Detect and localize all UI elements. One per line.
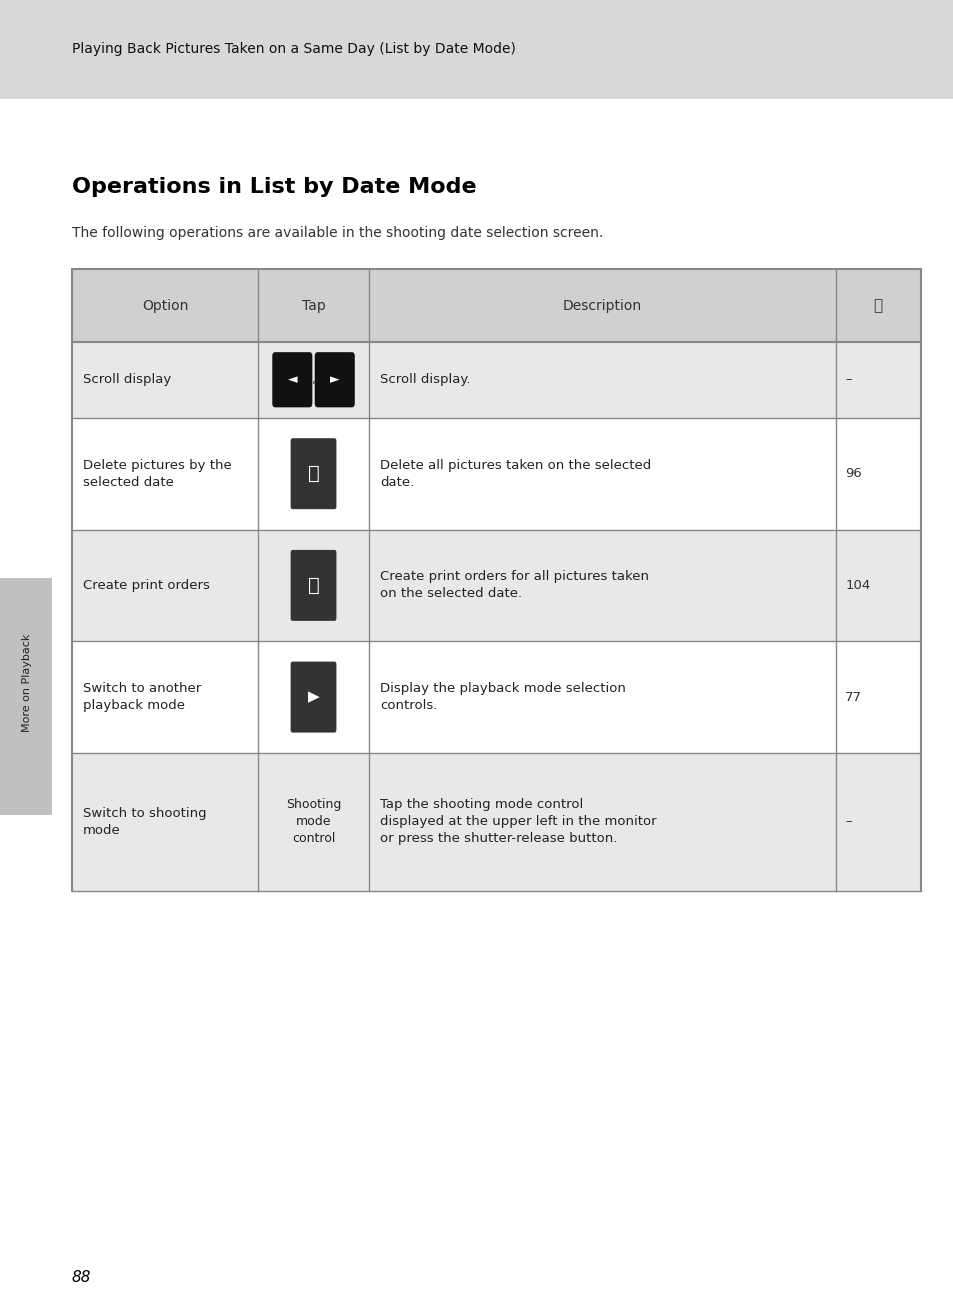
Text: –: – — [844, 373, 851, 386]
Text: 88: 88 — [71, 1271, 91, 1285]
Text: Delete all pictures taken on the selected
date.: Delete all pictures taken on the selecte… — [379, 459, 651, 489]
Text: Operations in List by Date Mode: Operations in List by Date Mode — [71, 177, 476, 197]
Text: More on Playback: More on Playback — [22, 635, 31, 732]
Text: 96: 96 — [844, 468, 862, 480]
Text: ,: , — [312, 373, 315, 386]
Text: Tap: Tap — [301, 298, 325, 313]
Bar — [0, 578, 52, 815]
Text: Switch to another
playback mode: Switch to another playback mode — [83, 682, 201, 712]
Text: 📖: 📖 — [873, 298, 882, 313]
Text: ▶: ▶ — [307, 690, 319, 704]
Text: The following operations are available in the shooting date selection screen.: The following operations are available i… — [71, 226, 602, 240]
Bar — [71, 530, 920, 641]
Text: Playing Back Pictures Taken on a Same Day (List by Date Mode): Playing Back Pictures Taken on a Same Da… — [71, 42, 515, 57]
Text: Scroll display.: Scroll display. — [379, 373, 470, 386]
Text: Description: Description — [562, 298, 641, 313]
Text: ◄: ◄ — [287, 373, 296, 386]
Text: Option: Option — [142, 298, 188, 313]
FancyBboxPatch shape — [291, 549, 336, 622]
Text: ►: ► — [330, 373, 339, 386]
Bar — [71, 753, 920, 891]
Bar — [71, 641, 920, 753]
Text: Create print orders: Create print orders — [83, 579, 210, 591]
Text: Display the playback mode selection
controls.: Display the playback mode selection cont… — [379, 682, 625, 712]
FancyBboxPatch shape — [272, 352, 312, 407]
Text: 🖨: 🖨 — [307, 576, 319, 595]
FancyBboxPatch shape — [291, 662, 336, 733]
Text: Delete pictures by the
selected date: Delete pictures by the selected date — [83, 459, 232, 489]
Text: 77: 77 — [844, 691, 862, 703]
Text: 104: 104 — [844, 579, 869, 591]
Text: Scroll display: Scroll display — [83, 373, 172, 386]
FancyBboxPatch shape — [314, 352, 355, 407]
Text: Create print orders for all pictures taken
on the selected date.: Create print orders for all pictures tak… — [379, 570, 648, 600]
Text: Switch to shooting
mode: Switch to shooting mode — [83, 807, 207, 837]
Bar — [71, 342, 920, 418]
Text: Tap the shooting mode control
displayed at the upper left in the monitor
or pres: Tap the shooting mode control displayed … — [379, 799, 656, 845]
Bar — [71, 418, 920, 530]
Text: –: – — [844, 816, 851, 828]
Text: Shooting
mode
control: Shooting mode control — [286, 799, 341, 845]
Bar — [71, 269, 920, 342]
FancyBboxPatch shape — [291, 439, 336, 510]
Bar — [0, 0, 953, 99]
Text: 🗑: 🗑 — [307, 464, 319, 484]
